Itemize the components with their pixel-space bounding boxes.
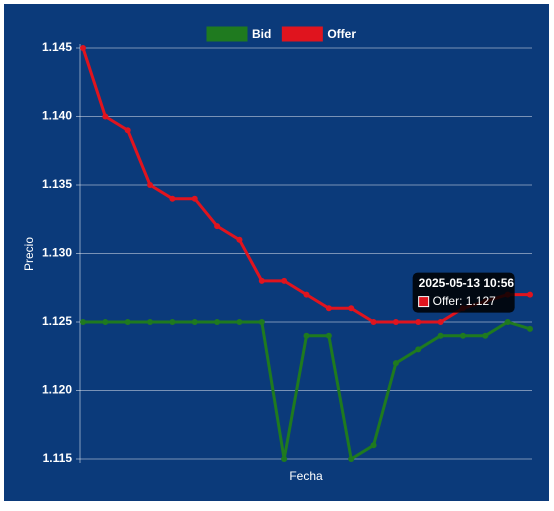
data-point	[214, 319, 221, 325]
data-point	[80, 319, 86, 325]
tooltip-title: 2025-05-13 10:56	[419, 276, 515, 290]
data-point	[258, 319, 265, 325]
data-point	[527, 325, 533, 332]
data-point	[281, 456, 288, 462]
data-point	[437, 332, 444, 339]
data-point	[281, 277, 288, 284]
y-axis-title: Precio	[22, 237, 36, 271]
data-point	[236, 319, 243, 325]
data-point	[459, 332, 466, 339]
tooltip-label: Offer: 1.127	[433, 294, 496, 308]
legend-swatch	[206, 26, 248, 42]
data-point	[415, 319, 422, 325]
data-point	[370, 442, 377, 449]
data-point	[80, 45, 86, 51]
data-point	[348, 305, 355, 312]
data-point	[303, 332, 310, 339]
data-point	[169, 319, 176, 325]
y-tick-label: 1.140	[42, 109, 72, 123]
y-tick-label: 1.145	[42, 40, 72, 54]
data-point	[527, 291, 533, 298]
legend-swatch	[281, 26, 323, 42]
y-tick-label: 1.120	[42, 383, 72, 397]
data-point	[124, 319, 131, 325]
data-point	[169, 195, 176, 202]
tooltip-box	[412, 272, 515, 313]
y-tick-label: 1.115	[43, 451, 73, 465]
data-point	[325, 305, 332, 312]
legend-label: Bid	[252, 27, 271, 41]
data-point	[191, 195, 198, 202]
y-tick-label: 1.135	[42, 177, 72, 191]
data-point	[348, 456, 355, 462]
data-point	[147, 182, 154, 188]
data-point	[370, 319, 377, 325]
x-axis-title: Fecha	[289, 469, 323, 483]
y-tick-label: 1.130	[42, 246, 72, 260]
tooltip-swatch	[418, 296, 430, 308]
data-point	[124, 127, 131, 134]
data-point	[392, 319, 399, 325]
data-point	[147, 319, 154, 325]
data-point	[482, 332, 489, 339]
data-point	[325, 332, 332, 339]
data-point	[504, 319, 511, 325]
data-point	[102, 113, 109, 120]
legend-label: Offer	[327, 27, 356, 41]
chart-background	[4, 4, 549, 501]
data-point	[437, 319, 444, 325]
data-point	[303, 291, 310, 298]
data-point	[258, 277, 265, 284]
data-point	[102, 319, 109, 325]
data-point	[214, 223, 221, 230]
data-point	[415, 346, 422, 353]
data-point	[191, 319, 198, 325]
data-point	[236, 236, 243, 243]
y-tick-label: 1.125	[42, 314, 72, 328]
data-point	[392, 360, 399, 367]
